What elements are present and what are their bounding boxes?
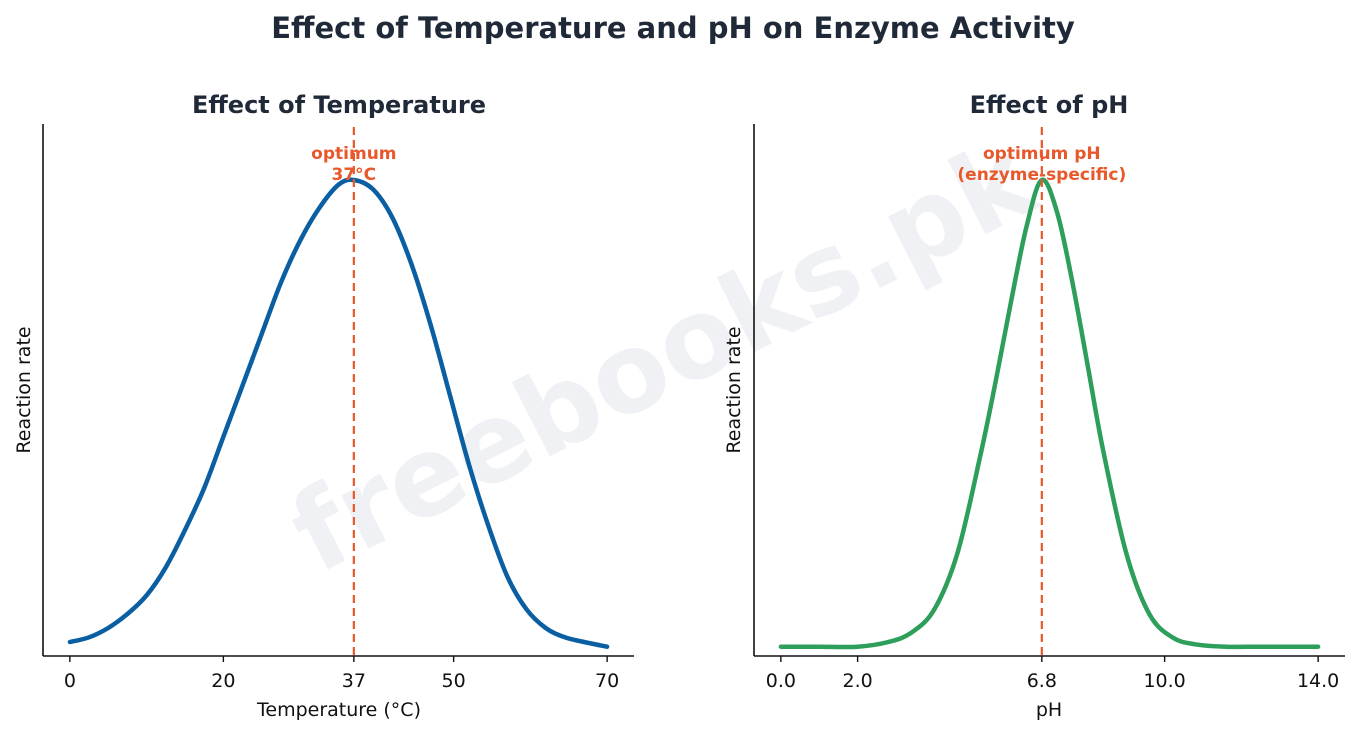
ph-optimum-label: optimum pH (enzyme-specific) — [957, 144, 1126, 185]
temperature-x-tick-label: 70 — [595, 670, 619, 692]
ph-x-tick-label: 14.0 — [1297, 670, 1339, 692]
temperature-x-tick-label: 0 — [64, 670, 76, 692]
temperature-x-tick-label: 37 — [342, 670, 366, 692]
temperature-x-tick-label: 50 — [442, 670, 466, 692]
ph-x-tick-label: 2.0 — [843, 670, 873, 692]
temperature-optimum-label-line: optimum — [311, 144, 396, 164]
ph-optimum-label-line: (enzyme-specific) — [957, 165, 1126, 185]
ph-x-tick-label: 6.8 — [1027, 670, 1057, 692]
temperature-x-tick-label: 20 — [211, 670, 235, 692]
ph-x-axis-label: pH — [1036, 699, 1062, 721]
figure-title: Effect of Temperature and pH on Enzyme A… — [271, 11, 1075, 45]
temperature-x-axis-label: Temperature (°C) — [256, 699, 421, 721]
ph-optimum-label-line: optimum pH — [983, 144, 1101, 164]
temperature-optimum-label: optimum 37°C — [311, 144, 396, 185]
temperature-panel-title: Effect of Temperature — [192, 91, 486, 119]
ph-panel-title: Effect of pH — [970, 91, 1129, 119]
temperature-panel: Effect of Temperature Temperature (°C) R… — [13, 91, 634, 721]
ph-x-tick-label: 10.0 — [1143, 670, 1185, 692]
ph-x-tick-label: 0.0 — [766, 670, 796, 692]
temperature-y-axis-label: Reaction rate — [13, 326, 35, 453]
ph-y-axis-label: Reaction rate — [723, 326, 745, 453]
temperature-optimum-label-line: 37°C — [332, 165, 377, 185]
watermark-text: freebooks.pk — [271, 113, 1056, 598]
temperature-curve — [67, 177, 610, 649]
ph-panel: Effect of pH pH Reaction rate 0.0 2.0 6.8 1… — [723, 91, 1345, 721]
